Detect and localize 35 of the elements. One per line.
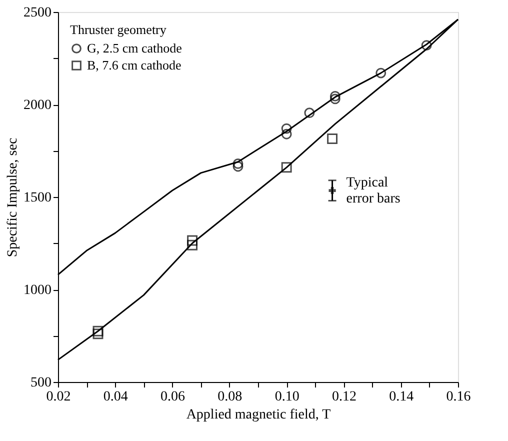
- annotation: Typical error bars: [346, 176, 400, 207]
- point: [304, 108, 315, 118]
- y-tick-label: 1500: [24, 190, 52, 206]
- legend-title: Thruster geometry: [70, 22, 167, 37]
- legend-label: B, 7.6 cm cathode: [87, 58, 182, 72]
- point: [330, 94, 340, 104]
- point: [330, 90, 340, 102]
- x-tick-label: 0.10: [274, 390, 300, 404]
- y-tick-label: 2500: [24, 6, 52, 20]
- x-tick-label: 0.04: [103, 390, 128, 404]
- point: [187, 235, 198, 246]
- y-tick-label: 500: [30, 376, 52, 390]
- legend-label: G, 2.5 cm cathode: [87, 40, 182, 56]
- x-tick-label: 0.14: [389, 390, 414, 404]
- point: [327, 134, 338, 144]
- point: [281, 123, 292, 134]
- x-tick-label: 0.16: [446, 390, 471, 404]
- point: [232, 158, 244, 169]
- x-tick-label: 0.12: [332, 390, 356, 404]
- point: [232, 161, 244, 172]
- point: [281, 128, 292, 140]
- point: [421, 40, 432, 51]
- point: [92, 328, 104, 340]
- point: [92, 326, 104, 336]
- x-axis-title: Applied magnetic field, T: [186, 408, 332, 422]
- x-tick-label: 0.06: [160, 390, 186, 404]
- x-tick-label: 0.02: [46, 390, 71, 404]
- x-tick-label: 0.08: [218, 390, 242, 404]
- point: [281, 162, 292, 173]
- point: [376, 68, 386, 78]
- y-tick-label: 2000: [24, 98, 52, 113]
- point: [187, 240, 198, 250]
- point: [328, 186, 336, 194]
- y-tick-label: 1000: [24, 283, 52, 298]
- y-axis-title: Specific Impulse, sec: [6, 138, 20, 258]
